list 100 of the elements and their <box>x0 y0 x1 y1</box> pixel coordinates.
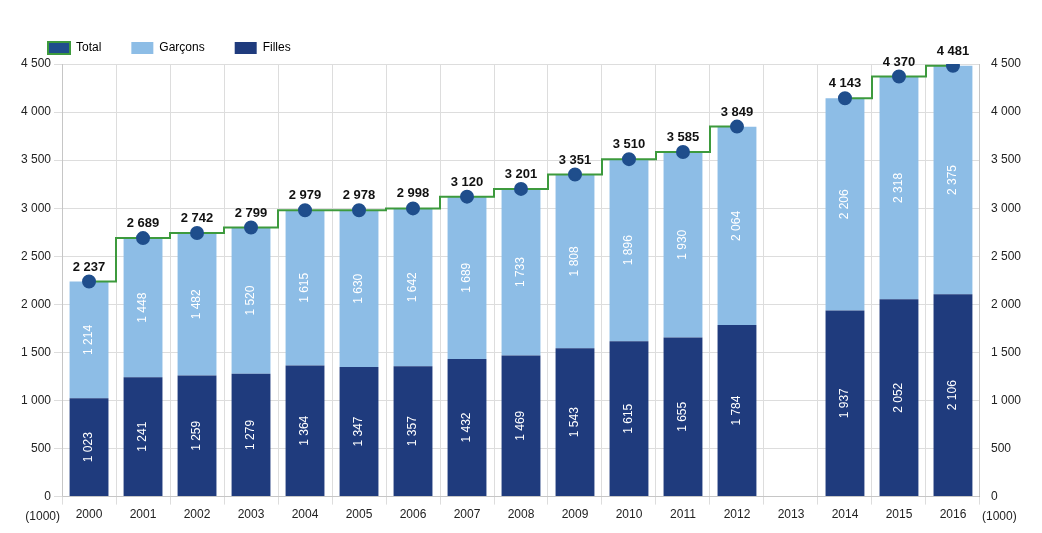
data-label: 2 318 <box>891 172 906 203</box>
y2-tick-label: 1 000 <box>990 392 1022 407</box>
data-label: 3 120 <box>450 173 484 189</box>
bar <box>933 294 973 497</box>
y-tick-label: 3 000 <box>21 200 52 215</box>
data-label: 1 896 <box>621 234 636 266</box>
data-label: 1 642 <box>405 271 420 303</box>
y-tick-label: 2 500 <box>21 248 52 263</box>
data-label: 1 469 <box>513 410 528 441</box>
bar <box>177 233 217 376</box>
bar <box>285 365 325 497</box>
x-tick-label: 2003 <box>237 507 265 522</box>
x-tick-label: 2010 <box>615 507 643 522</box>
data-label: 2 742 <box>180 210 214 226</box>
bar <box>555 174 595 349</box>
y-tick-label: 4 500 <box>21 56 52 71</box>
bar <box>231 227 271 374</box>
bar <box>285 210 325 366</box>
bar <box>69 281 109 399</box>
data-label: 2 978 <box>342 187 376 203</box>
data-label: 2 799 <box>234 204 268 220</box>
bar <box>339 210 379 368</box>
bar <box>825 98 865 311</box>
data-label: 2 052 <box>891 382 906 413</box>
bar <box>717 126 757 326</box>
legend-label: Filles <box>262 40 291 55</box>
bar <box>501 355 541 497</box>
data-label: 3 849 <box>720 103 754 119</box>
data-label: 2 998 <box>396 185 430 201</box>
data-label: 2 979 <box>288 187 322 203</box>
data-label: 1 432 <box>459 412 474 443</box>
data-label: 3 351 <box>558 151 592 167</box>
x-tick-label: 2002 <box>183 507 211 522</box>
data-label: 1 615 <box>621 403 636 434</box>
y-axis-title: (1000) <box>25 508 61 523</box>
data-label: 2 106 <box>945 379 960 411</box>
data-label: 1 937 <box>837 387 852 419</box>
y-tick-label: 0 <box>44 488 52 503</box>
bar <box>447 358 487 497</box>
y2-tick-label: 2 500 <box>990 248 1022 263</box>
data-label: 1 543 <box>567 406 582 438</box>
bar <box>339 367 379 497</box>
bar <box>555 348 595 497</box>
legend-label: Total <box>76 40 102 55</box>
data-label: 1 347 <box>351 416 366 447</box>
data-label: 2 375 <box>945 164 960 195</box>
bar <box>663 151 703 338</box>
data-label: 1 784 <box>729 395 744 426</box>
y-tick-label: 4 000 <box>21 104 52 119</box>
bar <box>69 398 109 497</box>
y2-tick-label: 2 000 <box>990 296 1022 311</box>
bar <box>231 373 271 497</box>
data-label: 3 201 <box>504 165 538 181</box>
x-tick-label: 2001 <box>129 507 157 522</box>
y2-tick-label: 3 500 <box>990 152 1022 167</box>
data-label: 1 733 <box>513 256 528 288</box>
bar <box>447 196 487 359</box>
y2-tick-label: 500 <box>990 440 1012 455</box>
data-label: 1 520 <box>243 285 258 316</box>
x-tick-label: 2016 <box>939 507 967 522</box>
bar <box>825 310 865 497</box>
data-label: 2 206 <box>837 189 852 220</box>
bar <box>717 325 757 497</box>
data-label: 1 655 <box>675 401 690 432</box>
bar <box>879 76 919 300</box>
data-label: 3 585 <box>666 129 700 145</box>
bar <box>609 159 649 342</box>
data-label: 1 259 <box>189 420 204 451</box>
data-label: 1 357 <box>405 415 420 447</box>
data-label: 2 689 <box>126 215 160 231</box>
x-tick-label: 2008 <box>507 507 535 522</box>
data-label: 4 370 <box>882 53 916 69</box>
bar <box>501 188 541 356</box>
y2-axis-title: (1000) <box>981 508 1017 523</box>
data-label: 2 064 <box>729 210 744 241</box>
y-tick-label: 1 000 <box>21 392 52 407</box>
data-label: 3 510 <box>612 136 646 152</box>
y2-tick-label: 3 000 <box>990 200 1022 215</box>
bar <box>609 341 649 497</box>
x-tick-label: 2000 <box>75 507 103 522</box>
x-tick-label: 2011 <box>670 507 697 522</box>
bar <box>177 375 217 497</box>
bar <box>123 377 163 497</box>
bar <box>933 65 973 295</box>
x-tick-label: 2005 <box>345 507 373 522</box>
bar <box>879 299 919 497</box>
y-tick-label: 500 <box>31 440 52 455</box>
data-label: 4 143 <box>828 75 862 91</box>
x-tick-label: 2015 <box>885 507 913 522</box>
data-label: 1 615 <box>297 272 312 303</box>
y2-tick-label: 4 500 <box>990 56 1022 71</box>
data-label: 1 808 <box>567 246 582 277</box>
x-tick-label: 2007 <box>453 507 481 522</box>
y-tick-label: 1 500 <box>21 344 52 359</box>
data-label: 1 364 <box>297 415 312 446</box>
data-label: 2 237 <box>72 258 106 274</box>
data-label: 1 930 <box>675 229 690 260</box>
y-tick-label: 3 500 <box>21 152 52 167</box>
bar <box>393 208 433 367</box>
x-tick-label: 2006 <box>399 507 427 522</box>
